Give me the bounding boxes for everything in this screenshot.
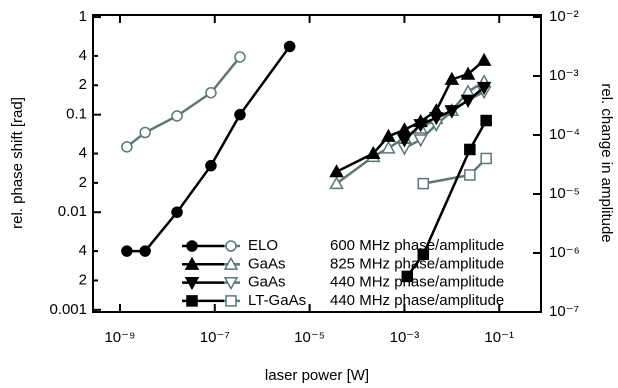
marker (444, 71, 460, 85)
x-tick-label: 10⁻⁷ (200, 329, 230, 346)
marker (401, 270, 414, 283)
marker (121, 245, 133, 257)
marker (460, 66, 476, 80)
marker (413, 134, 428, 148)
legend-marker (186, 295, 198, 307)
legend-note: 825 MHz phase/amplitude (330, 255, 504, 272)
marker (397, 134, 412, 148)
y-tick-label: 4 (79, 242, 87, 259)
legend-marker (184, 256, 200, 270)
y-tick-label: 4 (79, 144, 87, 161)
legend-label: LT-GaAs (248, 292, 306, 309)
marker (205, 159, 217, 172)
x-tick-label: 10⁻⁹ (104, 329, 135, 346)
marker (329, 164, 344, 178)
y-tick-label: 2 (79, 271, 87, 288)
marker (171, 206, 183, 218)
y-tick-label: 2 (79, 174, 87, 191)
legend-note: 600 MHz phase/amplitude (330, 237, 504, 254)
y-tick-label: 0.001 (49, 301, 87, 318)
marker (139, 245, 151, 257)
marker (460, 94, 476, 108)
x-axis-label: laser power [W] (265, 367, 369, 384)
marker (417, 248, 430, 261)
marker (476, 81, 492, 95)
marker (234, 108, 246, 121)
marker (413, 119, 428, 133)
marker (121, 141, 133, 153)
y2-tick-label: 10⁻³ (549, 67, 579, 84)
marker (464, 169, 476, 181)
marker (381, 140, 396, 154)
legend-note: 440 MHz phase/amplitude (330, 292, 504, 309)
y2-axis-label: rel. change in amplitude (598, 83, 615, 242)
legend-marker (223, 256, 239, 270)
y2-tick-label: 10⁻⁶ (549, 244, 580, 261)
marker (234, 51, 246, 63)
marker (480, 152, 492, 165)
plot-frame (92, 14, 542, 313)
legend-marker (223, 277, 239, 291)
marker (329, 176, 344, 190)
legend-label: GaAs (248, 255, 286, 272)
y2-tick-label: 10⁻² (549, 8, 579, 25)
phase-line (126, 45, 291, 253)
y-tick-label: 0.1 (66, 106, 87, 123)
legend-label: ELO (248, 237, 278, 254)
marker (417, 177, 430, 190)
marker (476, 52, 492, 66)
marker (365, 145, 381, 160)
y-tick-label: 4 (79, 47, 87, 64)
legend-marker (225, 295, 237, 307)
y2-tick-label: 10⁻⁷ (549, 303, 579, 320)
marker (464, 143, 476, 156)
legend-note: 440 MHz phase/amplitude (330, 274, 504, 291)
y-tick-label: 2 (79, 76, 87, 93)
marker (480, 114, 492, 127)
y-tick-label: 1 (79, 8, 87, 25)
marker (171, 110, 183, 122)
x-tick-label: 10⁻¹ (484, 329, 514, 346)
y-tick-label: 0.01 (58, 203, 87, 220)
y2-tick-label: 10⁻⁴ (549, 126, 580, 143)
marker (444, 105, 460, 119)
amplitude-line (423, 157, 488, 185)
legend-label: GaAs (248, 274, 286, 291)
x-tick-label: 10⁻³ (390, 329, 420, 346)
marker (429, 112, 444, 126)
phase-line (335, 59, 485, 173)
legend-marker (186, 240, 198, 252)
phase-line (406, 119, 488, 278)
marker (381, 128, 396, 142)
marker (283, 40, 296, 53)
marker (205, 86, 217, 99)
y2-tick-label: 10⁻⁵ (549, 185, 580, 202)
legend-marker (225, 240, 237, 252)
legend-marker (184, 277, 200, 291)
y-axis-label: rel. phase shift [rad] (9, 97, 26, 229)
marker (139, 126, 151, 139)
marker (397, 122, 412, 136)
x-tick-label: 10⁻⁵ (294, 329, 325, 346)
